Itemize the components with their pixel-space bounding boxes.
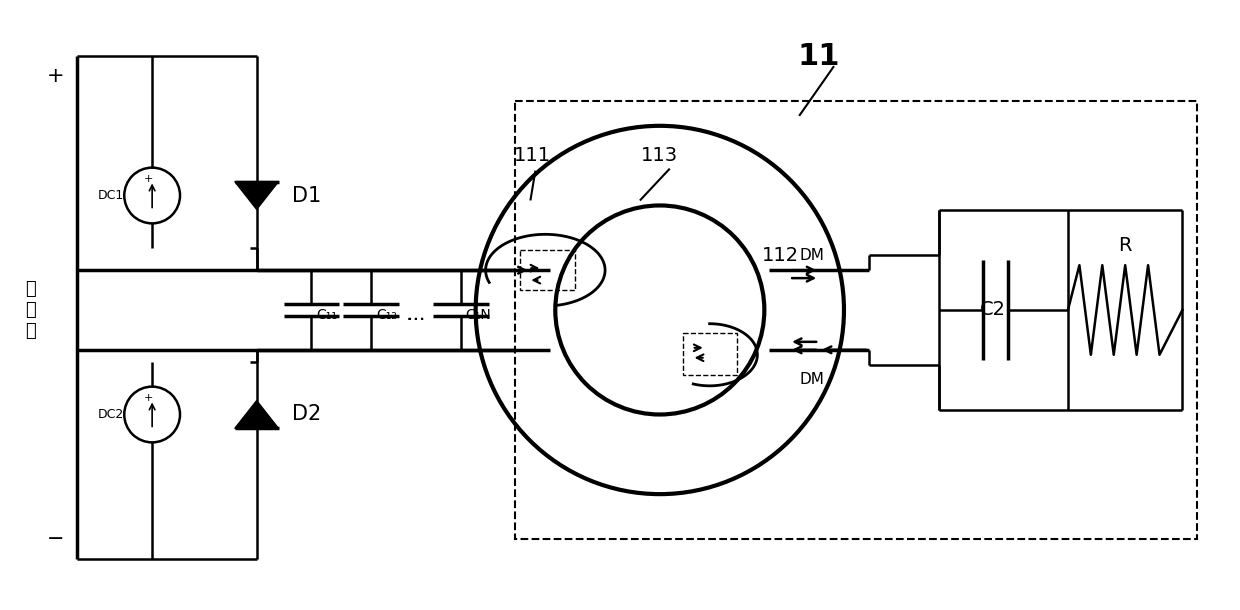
Text: +: +: [144, 174, 153, 184]
Text: DM: DM: [800, 248, 825, 263]
Polygon shape: [234, 182, 279, 209]
Text: C₁₁: C₁₁: [316, 308, 337, 322]
Text: 111: 111: [513, 146, 551, 165]
Text: C₁₂: C₁₂: [376, 308, 397, 322]
Bar: [516, 101, 1198, 539]
Text: C₁N: C₁N: [466, 308, 491, 322]
Text: −: −: [47, 529, 64, 549]
Text: DM: DM: [800, 372, 825, 387]
Text: C2: C2: [981, 301, 1007, 320]
Bar: [683, 333, 738, 375]
Text: …: …: [407, 306, 425, 325]
Text: 干
扰
源: 干 扰 源: [25, 280, 36, 340]
Polygon shape: [234, 401, 279, 428]
Text: +: +: [47, 66, 64, 86]
Text: DC1: DC1: [98, 189, 124, 202]
Text: DC2: DC2: [98, 408, 124, 421]
Text: 11: 11: [797, 41, 841, 71]
Text: D2: D2: [291, 404, 321, 425]
Text: 113: 113: [641, 146, 678, 165]
Text: 112: 112: [763, 246, 800, 265]
Text: D1: D1: [291, 185, 321, 206]
Text: …: …: [407, 306, 425, 324]
Text: +: +: [144, 393, 153, 403]
Bar: [521, 250, 575, 290]
Text: R: R: [1118, 236, 1132, 255]
